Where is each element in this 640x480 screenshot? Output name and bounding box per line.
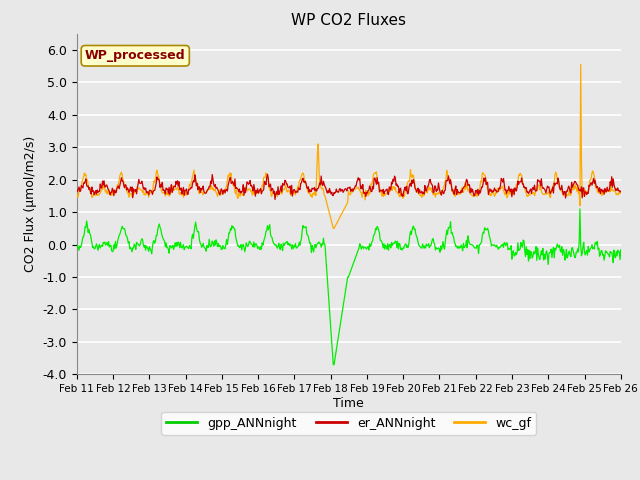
wc_gf: [330, 226, 337, 231]
Line: wc_gf: wc_gf: [77, 64, 621, 228]
Title: WP CO2 Fluxes: WP CO2 Fluxes: [291, 13, 406, 28]
Y-axis label: CO2 Flux (μmol/m2/s): CO2 Flux (μmol/m2/s): [24, 136, 37, 272]
gpp_ANNnight: [576, 206, 584, 212]
gpp_ANNnight: [83, 218, 90, 224]
Legend: gpp_ANNnight, er_ANNnight, wc_gf: gpp_ANNnight, er_ANNnight, wc_gf: [161, 412, 536, 434]
er_ANNnight: [617, 188, 625, 194]
er_ANNnight: [271, 196, 279, 202]
gpp_ANNnight: [139, 237, 147, 243]
er_ANNnight: [83, 182, 90, 188]
wc_gf: [83, 179, 90, 184]
Line: gpp_ANNnight: gpp_ANNnight: [77, 209, 621, 365]
wc_gf: [416, 192, 424, 197]
wc_gf: [73, 191, 81, 196]
er_ANNnight: [223, 186, 230, 192]
Line: er_ANNnight: er_ANNnight: [77, 174, 621, 199]
gpp_ANNnight: [330, 362, 337, 368]
gpp_ANNnight: [223, 237, 230, 242]
er_ANNnight: [417, 190, 424, 195]
wc_gf: [431, 194, 439, 200]
er_ANNnight: [264, 171, 271, 177]
gpp_ANNnight: [73, 243, 81, 249]
Text: WP_processed: WP_processed: [85, 49, 186, 62]
X-axis label: Time: Time: [333, 397, 364, 410]
wc_gf: [139, 190, 147, 195]
wc_gf: [223, 183, 230, 189]
er_ANNnight: [194, 187, 202, 192]
er_ANNnight: [73, 187, 81, 192]
er_ANNnight: [433, 189, 440, 194]
er_ANNnight: [139, 182, 147, 188]
gpp_ANNnight: [194, 229, 202, 235]
gpp_ANNnight: [416, 243, 424, 249]
gpp_ANNnight: [431, 247, 439, 253]
gpp_ANNnight: [617, 247, 625, 252]
wc_gf: [617, 190, 625, 195]
wc_gf: [577, 61, 584, 67]
wc_gf: [194, 181, 202, 187]
